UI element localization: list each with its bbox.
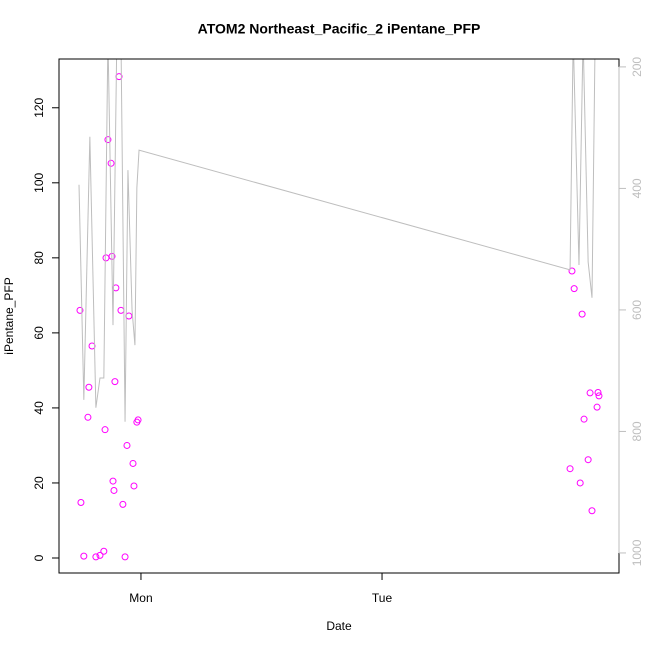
plot-area [76, 59, 603, 561]
data-point [100, 547, 108, 555]
data-point [92, 553, 100, 561]
pressure-line [78, 59, 596, 422]
data-point [104, 136, 112, 144]
data-point [568, 267, 576, 275]
data-point [586, 389, 594, 397]
data-point [595, 392, 603, 400]
data-point [130, 482, 138, 490]
data-point [594, 389, 602, 397]
data-point [77, 498, 85, 506]
y-tick-label: 80 [32, 251, 46, 265]
x-tick-label: Tue [372, 591, 393, 605]
data-point [134, 416, 142, 424]
y-tick-label: 40 [32, 401, 46, 415]
data-point [109, 477, 117, 485]
data-point [570, 285, 578, 293]
data-point [110, 486, 118, 494]
data-point [121, 553, 129, 561]
data-point [80, 552, 88, 560]
data-point [584, 456, 592, 464]
y-tick-label: 60 [32, 326, 46, 340]
data-point [588, 507, 596, 515]
y2-tick-label: 600 [630, 300, 644, 320]
y-tick-label: 0 [32, 554, 46, 561]
data-point [88, 342, 96, 350]
data-point [111, 378, 119, 386]
data-point [85, 383, 93, 391]
data-point [578, 310, 586, 318]
x-axis-label: Date [326, 619, 352, 633]
chart-title: ATOM2 Northeast_Pacific_2 iPentane_PFP [198, 21, 481, 37]
y-axis-label: iPentane_PFP [2, 277, 16, 354]
y2-tick-label: 1000 [630, 539, 644, 566]
data-point [129, 459, 137, 467]
y2-tick-label: 400 [630, 178, 644, 198]
y2-tick-label: 800 [630, 421, 644, 441]
data-point [576, 479, 584, 487]
y-tick-label: 20 [32, 476, 46, 490]
data-point [580, 415, 588, 423]
x-tick-label: Mon [129, 591, 152, 605]
data-point [107, 159, 115, 167]
data-point [101, 426, 109, 434]
data-point [76, 306, 84, 314]
y-tick-label: 100 [32, 172, 46, 192]
y-tick-label: 120 [32, 97, 46, 117]
data-point [84, 413, 92, 421]
data-point [566, 465, 574, 473]
data-point [593, 403, 601, 411]
data-point [96, 551, 104, 559]
data-point [123, 441, 131, 449]
data-point [112, 284, 120, 292]
data-point [119, 500, 127, 508]
y2-tick-label: 200 [630, 57, 644, 77]
